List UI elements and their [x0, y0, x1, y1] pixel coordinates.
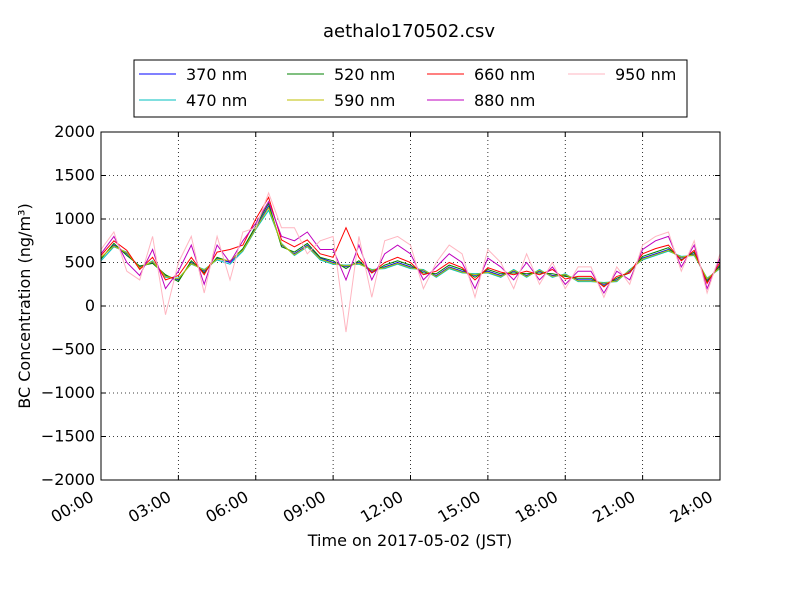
y-tick-label: −1500: [41, 427, 95, 446]
legend-label: 880 nm: [474, 91, 535, 110]
series-line-950-nm: [100, 191, 721, 333]
legend-label: 470 nm: [186, 91, 247, 110]
x-tick-label: 12:00: [357, 487, 406, 527]
series-line-590-nm: [100, 206, 721, 284]
y-tick-label: 2000: [54, 122, 95, 141]
y-tick-label: −1000: [41, 383, 95, 402]
legend: 370 nm 470 nm 520 nm 590 nm 660 nm 880 nm 950 …: [133, 59, 688, 118]
x-tick-label: 18:00: [512, 487, 561, 527]
y-axis-label: BC Concentration (ng/m³): [15, 203, 34, 408]
series-line-370-nm: [100, 204, 721, 285]
series-lines: [100, 191, 721, 333]
series-line-470-nm: [100, 209, 721, 284]
x-tick-label: 24:00: [667, 487, 716, 527]
chart-title: aethalo170502.csv: [323, 21, 495, 42]
y-tick-label: 0: [85, 296, 95, 315]
plot-area: 2000 1500 1000 500 0 −500 −1000 −1500 −2000 00:0…: [41, 122, 721, 527]
series-line-880-nm: [100, 200, 721, 294]
y-tick-label: −2000: [41, 470, 95, 489]
legend-label: 950 nm: [615, 65, 676, 84]
x-tick-label: 09:00: [280, 487, 329, 527]
legend-label: 520 nm: [334, 65, 395, 84]
x-tick-label: 03:00: [125, 487, 174, 527]
x-tick-label: 06:00: [202, 487, 251, 527]
y-tick-label: −500: [51, 340, 95, 359]
y-tick-label: 500: [64, 253, 95, 272]
x-axis-label: Time on 2017-05-02 (JST): [307, 531, 512, 550]
y-axis: 2000 1500 1000 500 0 −500 −1000 −1500 −2000: [41, 122, 720, 489]
y-tick-label: 1000: [54, 209, 95, 228]
series-line-660-nm: [100, 196, 721, 288]
legend-frame: [133, 59, 688, 118]
legend-label: 590 nm: [334, 91, 395, 110]
legend-label: 370 nm: [186, 65, 247, 84]
legend-label: 660 nm: [474, 65, 535, 84]
series-line-520-nm: [100, 202, 721, 287]
x-tick-label: 00:00: [48, 487, 97, 527]
y-tick-label: 1500: [54, 166, 95, 185]
plot-background: [101, 132, 720, 480]
x-tick-label: 21:00: [589, 487, 638, 527]
x-tick-label: 15:00: [434, 487, 483, 527]
